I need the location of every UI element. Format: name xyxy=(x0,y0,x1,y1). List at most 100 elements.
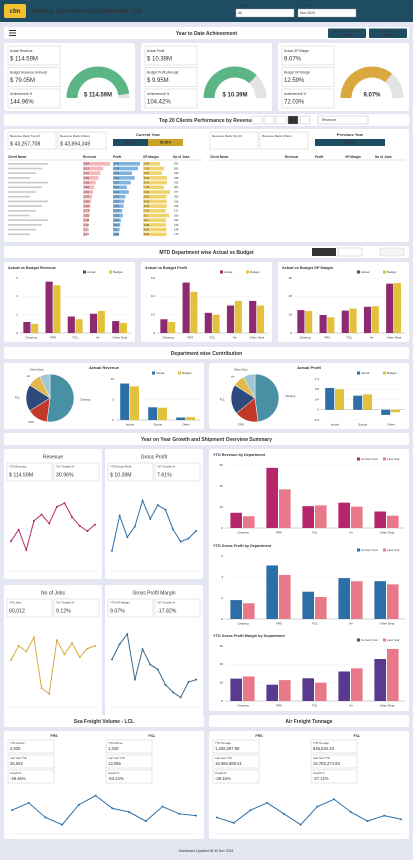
period-button[interactable] xyxy=(299,115,311,125)
line-point xyxy=(27,801,30,804)
share-cell xyxy=(315,139,385,146)
y-tick-label: 0 xyxy=(221,617,223,621)
line-point xyxy=(144,820,147,823)
cell-value: 1.48 xyxy=(84,218,90,222)
metric-dropdown[interactable] xyxy=(317,115,369,125)
cell-value: 5.12 xyxy=(84,166,90,170)
kpi-label: Growth % xyxy=(10,771,22,775)
y-tick-label: 0 xyxy=(153,331,155,335)
kpi-value: -39.15% xyxy=(215,776,231,781)
bar xyxy=(148,407,158,420)
line-point xyxy=(216,816,218,819)
period-button[interactable] xyxy=(251,115,263,125)
panel xyxy=(4,715,204,727)
cell-value: 250 xyxy=(174,213,179,217)
cell-value: 1.63 xyxy=(84,213,90,217)
kpi-value: -53.24% xyxy=(108,776,124,781)
kpi-label: YTD GP Margin xyxy=(110,601,130,605)
cell-value: 271 xyxy=(174,209,179,213)
period-button[interactable] xyxy=(287,115,299,125)
pie-slice xyxy=(254,373,280,423)
line-point xyxy=(195,678,197,681)
metric-value: Revenue xyxy=(322,118,336,122)
kpi-box xyxy=(107,462,154,482)
y-tick-label: 6 xyxy=(221,554,223,558)
cell-value: 540 xyxy=(174,171,179,175)
line-point xyxy=(156,504,159,507)
kpi-label: YTD Volume xyxy=(108,741,123,745)
data-bar xyxy=(113,166,139,171)
data-bar xyxy=(143,162,161,166)
kpi-value: -17.82% xyxy=(157,608,177,614)
x-tick-label: Other Dept xyxy=(380,530,395,534)
period-button[interactable] xyxy=(263,115,275,125)
data-bar xyxy=(143,204,167,208)
line-point xyxy=(78,656,81,659)
share-cell xyxy=(113,139,148,146)
line-point xyxy=(25,650,28,653)
line-point xyxy=(63,502,66,505)
kpi-label: Budget GP Margin xyxy=(284,70,310,74)
badge-label: Total SGM Jobs xyxy=(379,29,398,33)
data-bar xyxy=(83,190,94,194)
line-point xyxy=(126,633,129,636)
data-bar xyxy=(113,223,121,227)
line-point xyxy=(10,658,12,661)
panel xyxy=(105,449,203,579)
filter-dropdown[interactable] xyxy=(235,8,295,18)
toggle-button[interactable] xyxy=(312,248,336,256)
x-tick-label: FRS xyxy=(324,335,330,339)
kpi-box xyxy=(144,67,198,87)
bar xyxy=(249,300,257,333)
filter-label: Company xyxy=(236,3,251,7)
line-point xyxy=(266,801,269,804)
line-point xyxy=(195,530,197,532)
line-point xyxy=(86,530,89,532)
line-point xyxy=(172,528,175,531)
data-bar xyxy=(143,190,170,194)
toggle-button[interactable] xyxy=(337,247,363,257)
data-bar xyxy=(83,166,104,171)
filter-dropdown[interactable] xyxy=(297,8,357,18)
filter-label: Month Year xyxy=(298,3,317,7)
data-bar xyxy=(143,185,164,190)
legend-label: Budget xyxy=(113,270,123,274)
legend-label: Last Year xyxy=(387,638,400,642)
line-point xyxy=(48,692,51,695)
gauge-value xyxy=(340,66,393,99)
x-tick-label: Air xyxy=(96,335,100,339)
name-placeholder xyxy=(8,195,30,198)
data-bar xyxy=(113,162,140,166)
panel xyxy=(105,585,203,715)
x-tick-label: Clearing xyxy=(237,530,249,534)
bar xyxy=(89,313,98,333)
cell-value: 3.95 xyxy=(84,176,90,180)
data-bar xyxy=(143,209,166,213)
line-point xyxy=(55,639,58,642)
line-point xyxy=(282,812,285,815)
line-point xyxy=(55,505,58,508)
data-bar xyxy=(113,227,120,232)
panel xyxy=(4,347,409,359)
bar xyxy=(279,489,291,528)
bar xyxy=(256,305,265,333)
legend-swatch xyxy=(109,270,112,274)
cell-value: 0.15 xyxy=(114,213,120,217)
kpi-value: 1,259,287.98 xyxy=(215,746,240,751)
slice-label: Air xyxy=(231,375,234,379)
period-button[interactable] xyxy=(275,115,287,125)
kpi-box xyxy=(53,598,100,618)
cell-value: 0.17 xyxy=(114,199,120,203)
back-button[interactable] xyxy=(379,247,405,257)
kpi-box xyxy=(154,598,201,618)
bar xyxy=(353,395,363,410)
data-bar xyxy=(113,218,121,222)
chart-title: Actual Profit xyxy=(297,365,321,370)
y-tick-label: 0 xyxy=(221,699,223,703)
table-header: No of Jobs xyxy=(375,155,392,159)
kpi-value: 15,783,274.93 xyxy=(313,761,340,766)
bar xyxy=(23,322,31,333)
bar xyxy=(349,308,357,333)
kpi-value: 144.96% xyxy=(10,100,34,106)
y-tick-label: 4 xyxy=(16,294,18,298)
